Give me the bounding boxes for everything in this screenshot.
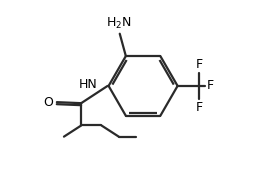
Text: O: O xyxy=(43,96,53,109)
Text: H$_2$N: H$_2$N xyxy=(106,16,132,31)
Text: F: F xyxy=(195,101,202,114)
Text: F: F xyxy=(195,58,202,71)
Text: F: F xyxy=(207,79,214,92)
Text: HN: HN xyxy=(79,78,98,91)
